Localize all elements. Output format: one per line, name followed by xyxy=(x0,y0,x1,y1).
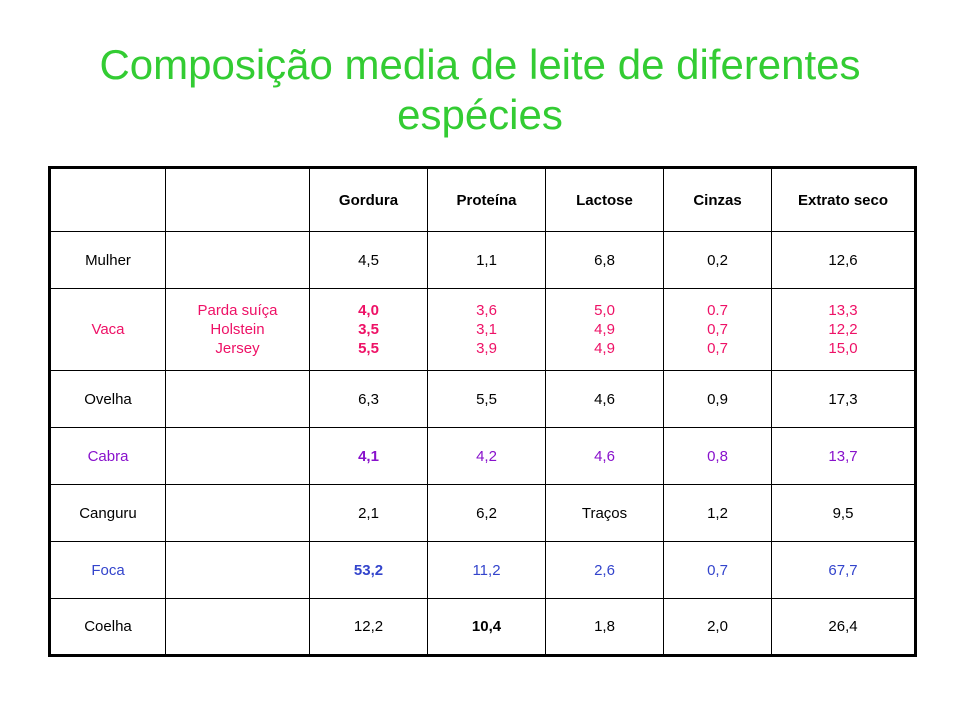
slide-title: Composição media de leite de diferentes … xyxy=(0,40,960,140)
breed-parda-suica: Parda suíça xyxy=(197,302,278,319)
header-cell-breed xyxy=(165,167,310,232)
value-cell-extrato-seco: 17,3 xyxy=(771,370,916,428)
breed-cell xyxy=(165,598,310,656)
value-cell-lactose: 2,6 xyxy=(545,541,664,599)
breed-holstein: Holstein xyxy=(210,321,265,338)
value-cell-cinzas: 0.7 0,7 0,7 xyxy=(663,288,772,371)
header-cell-gordura: Gordura xyxy=(309,167,428,232)
value: 3,1 xyxy=(476,321,497,338)
header-row: Gordura Proteína Lactose Cinzas Extrato … xyxy=(49,167,916,232)
value: 3,5 xyxy=(358,321,379,338)
value-cell-extrato-seco: 12,6 xyxy=(771,231,916,289)
value-cell-gordura: 4,1 xyxy=(309,427,428,485)
value: 0,7 xyxy=(707,321,728,338)
value: 13,3 xyxy=(828,302,858,319)
value-cell-proteina: 1,1 xyxy=(427,231,546,289)
value-cell-cinzas: 2,0 xyxy=(663,598,772,656)
value-cell-extrato-seco: 9,5 xyxy=(771,484,916,542)
value-cell-cinzas: 0,8 xyxy=(663,427,772,485)
value: 0,7 xyxy=(707,340,728,357)
table-row-ovelha: Ovelha 6,3 5,5 4,6 0,9 17,3 xyxy=(49,370,916,428)
value-cell-lactose: 4,6 xyxy=(545,427,664,485)
value-cell-cinzas: 0,7 xyxy=(663,541,772,599)
value-cell-proteina: 6,2 xyxy=(427,484,546,542)
value-cell-cinzas: 0,2 xyxy=(663,231,772,289)
value-cell-cinzas: 1,2 xyxy=(663,484,772,542)
breed-jersey: Jersey xyxy=(215,340,260,357)
value-cell-proteina: 5,5 xyxy=(427,370,546,428)
value: 4,9 xyxy=(594,340,615,357)
species-cell: Coelha xyxy=(49,598,166,656)
breed-cell xyxy=(165,541,310,599)
breed-cell xyxy=(165,370,310,428)
value-cell-gordura: 4,0 3,5 5,5 xyxy=(309,288,428,371)
table-row-foca: Foca 53,2 11,2 2,6 0,7 67,7 xyxy=(49,541,916,599)
species-cell: Canguru xyxy=(49,484,166,542)
slide-title-line-1: Composição media de leite de diferentes xyxy=(99,41,861,88)
species-cell: Vaca xyxy=(49,288,166,371)
header-cell-species xyxy=(49,167,166,232)
value: 4,9 xyxy=(594,321,615,338)
value-cell-extrato-seco: 13,3 12,2 15,0 xyxy=(771,288,916,371)
value-cell-proteina: 3,6 3,1 3,9 xyxy=(427,288,546,371)
value: 12,2 xyxy=(828,321,858,338)
value-cell-lactose: 4,6 xyxy=(545,370,664,428)
value-cell-gordura: 2,1 xyxy=(309,484,428,542)
species-cell: Foca xyxy=(49,541,166,599)
table-row-canguru: Canguru 2,1 6,2 Traços 1,2 9,5 xyxy=(49,484,916,542)
table-row-coelha: Coelha 12,2 10,4 1,8 2,0 26,4 xyxy=(49,598,916,656)
breed-cell: Parda suíça Holstein Jersey xyxy=(165,288,310,371)
value-cell-gordura: 12,2 xyxy=(309,598,428,656)
species-cell: Cabra xyxy=(49,427,166,485)
value: 3,9 xyxy=(476,340,497,357)
value-cell-lactose: 1,8 xyxy=(545,598,664,656)
header-cell-extrato-seco: Extrato seco xyxy=(771,167,916,232)
value-cell-gordura: 6,3 xyxy=(309,370,428,428)
value: 15,0 xyxy=(828,340,858,357)
header-cell-cinzas: Cinzas xyxy=(663,167,772,232)
header-cell-lactose: Lactose xyxy=(545,167,664,232)
value: 5,5 xyxy=(358,340,379,357)
breed-cell xyxy=(165,484,310,542)
species-cell: Mulher xyxy=(49,231,166,289)
value-cell-cinzas: 0,9 xyxy=(663,370,772,428)
value-cell-lactose: Traços xyxy=(545,484,664,542)
breed-cell xyxy=(165,231,310,289)
species-cell: Ovelha xyxy=(49,370,166,428)
value-cell-extrato-seco: 26,4 xyxy=(771,598,916,656)
value-cell-proteina: 10,4 xyxy=(427,598,546,656)
table-row-vaca: Vaca Parda suíça Holstein Jersey 4,0 3,5… xyxy=(49,288,916,371)
slide-title-line-2: espécies xyxy=(397,91,563,138)
value-cell-proteina: 4,2 xyxy=(427,427,546,485)
breed-cell xyxy=(165,427,310,485)
value: 0.7 xyxy=(707,302,728,319)
value-cell-gordura: 4,5 xyxy=(309,231,428,289)
value-cell-lactose: 6,8 xyxy=(545,231,664,289)
value-cell-proteina: 11,2 xyxy=(427,541,546,599)
value: 4,0 xyxy=(358,302,379,319)
milk-composition-table: Gordura Proteína Lactose Cinzas Extrato … xyxy=(48,166,917,657)
table-row-mulher: Mulher 4,5 1,1 6,8 0,2 12,6 xyxy=(49,231,916,289)
value: 5,0 xyxy=(594,302,615,319)
table-row-cabra: Cabra 4,1 4,2 4,6 0,8 13,7 xyxy=(49,427,916,485)
value-cell-lactose: 5,0 4,9 4,9 xyxy=(545,288,664,371)
value-cell-extrato-seco: 67,7 xyxy=(771,541,916,599)
value: 3,6 xyxy=(476,302,497,319)
value-cell-extrato-seco: 13,7 xyxy=(771,427,916,485)
value-cell-gordura: 53,2 xyxy=(309,541,428,599)
header-cell-proteina: Proteína xyxy=(427,167,546,232)
